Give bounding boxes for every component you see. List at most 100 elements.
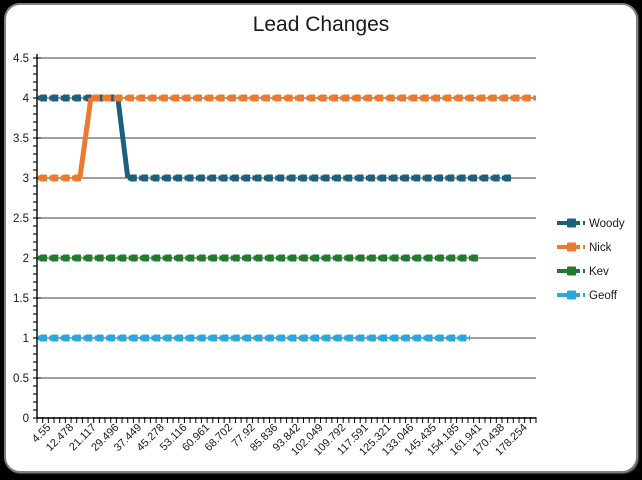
series-marker-nick — [501, 94, 509, 102]
series-marker-kev — [255, 254, 263, 262]
series-marker-woody — [458, 174, 466, 182]
series-marker-woody — [447, 174, 455, 182]
series-marker-kev — [425, 254, 433, 262]
series-marker-nick — [308, 94, 316, 102]
series-marker-nick — [126, 94, 134, 102]
series-marker-nick — [410, 94, 418, 102]
series-marker-woody — [51, 94, 59, 102]
series-marker-geoff — [142, 334, 150, 342]
chart-frame — [4, 3, 638, 473]
series-marker-kev — [323, 254, 331, 262]
series-marker-woody — [175, 174, 183, 182]
series-marker-geoff — [210, 334, 218, 342]
legend-label: Woody — [589, 218, 625, 230]
y-axis-label: 0.5 — [13, 373, 29, 385]
series-marker-kev — [74, 254, 82, 262]
series-marker-nick — [399, 94, 407, 102]
series-marker-kev — [85, 254, 93, 262]
series-marker-geoff — [62, 334, 70, 342]
series-marker-woody — [481, 174, 489, 182]
series-marker-geoff — [278, 334, 286, 342]
series-marker-woody — [62, 94, 70, 102]
series-marker-kev — [244, 254, 252, 262]
series-marker-nick — [115, 94, 123, 102]
series-marker-kev — [448, 254, 456, 262]
legend-item-geoff[interactable]: Geoff — [557, 290, 618, 302]
series-marker-woody — [435, 174, 443, 182]
series-marker-nick — [444, 94, 452, 102]
series-marker-geoff — [380, 334, 388, 342]
series-marker-kev — [176, 254, 184, 262]
series-marker-kev — [164, 254, 172, 262]
series-marker-nick — [183, 94, 191, 102]
series-marker-kev — [357, 254, 365, 262]
legend-item-nick[interactable]: Nick — [557, 242, 612, 254]
series-marker-woody — [39, 94, 47, 102]
series-marker-geoff — [346, 334, 354, 342]
series-marker-nick — [297, 94, 305, 102]
series-marker-nick — [387, 94, 395, 102]
series-marker-kev — [289, 254, 297, 262]
series-marker-nick — [104, 94, 112, 102]
series-marker-nick — [365, 94, 373, 102]
series-marker-geoff — [414, 334, 422, 342]
series-marker-woody — [311, 174, 319, 182]
series-marker-geoff — [51, 334, 59, 342]
series-marker-geoff — [39, 334, 47, 342]
series-marker-nick — [433, 94, 441, 102]
series-marker-kev — [266, 254, 274, 262]
series-marker-kev — [391, 254, 399, 262]
series-marker-geoff — [436, 334, 444, 342]
series-marker-kev — [153, 254, 161, 262]
legend-item-kev[interactable]: Kev — [557, 266, 609, 278]
series-marker-geoff — [153, 334, 161, 342]
series-marker-kev — [198, 254, 206, 262]
series-marker-kev — [221, 254, 229, 262]
series-marker-geoff — [96, 334, 104, 342]
series-marker-woody — [277, 174, 285, 182]
legend-marker-icon — [567, 290, 576, 300]
series-marker-woody — [74, 94, 82, 102]
series-marker-kev — [130, 254, 138, 262]
series-marker-woody — [390, 174, 398, 182]
series-marker-geoff — [323, 334, 331, 342]
series-marker-geoff — [108, 334, 116, 342]
series-marker-geoff — [357, 334, 365, 342]
series-marker-geoff — [266, 334, 274, 342]
series-marker-geoff — [448, 334, 456, 342]
series-marker-woody — [413, 174, 421, 182]
y-axis-label: 2 — [23, 253, 29, 265]
series-marker-geoff — [198, 334, 206, 342]
series-marker-nick — [512, 94, 520, 102]
series-marker-nick — [62, 174, 70, 182]
series-marker-nick — [217, 94, 225, 102]
series-marker-woody — [492, 174, 500, 182]
series-marker-geoff — [425, 334, 433, 342]
series-marker-woody — [129, 174, 137, 182]
series-marker-geoff — [85, 334, 93, 342]
series-marker-geoff — [289, 334, 297, 342]
legend-label: Nick — [589, 242, 612, 254]
y-axis-label: 0 — [23, 413, 29, 425]
series-marker-nick — [206, 94, 214, 102]
series-marker-woody — [379, 174, 387, 182]
legend-item-woody[interactable]: Woody — [557, 218, 625, 230]
series-marker-woody — [186, 174, 194, 182]
series-marker-nick — [138, 94, 146, 102]
series-marker-kev — [346, 254, 354, 262]
series-marker-woody — [141, 174, 149, 182]
series-marker-geoff — [402, 334, 410, 342]
series-marker-woody — [220, 174, 228, 182]
chart-title: Lead Changes — [252, 13, 390, 36]
series-marker-kev — [380, 254, 388, 262]
series-marker-woody — [299, 174, 307, 182]
series-marker-kev — [210, 254, 218, 262]
series-marker-nick — [319, 94, 327, 102]
series-marker-woody — [152, 174, 160, 182]
series-marker-nick — [376, 94, 384, 102]
series-transition-woody — [115, 97, 131, 179]
series-marker-kev — [142, 254, 150, 262]
series-marker-geoff — [368, 334, 376, 342]
series-marker-woody — [356, 174, 364, 182]
